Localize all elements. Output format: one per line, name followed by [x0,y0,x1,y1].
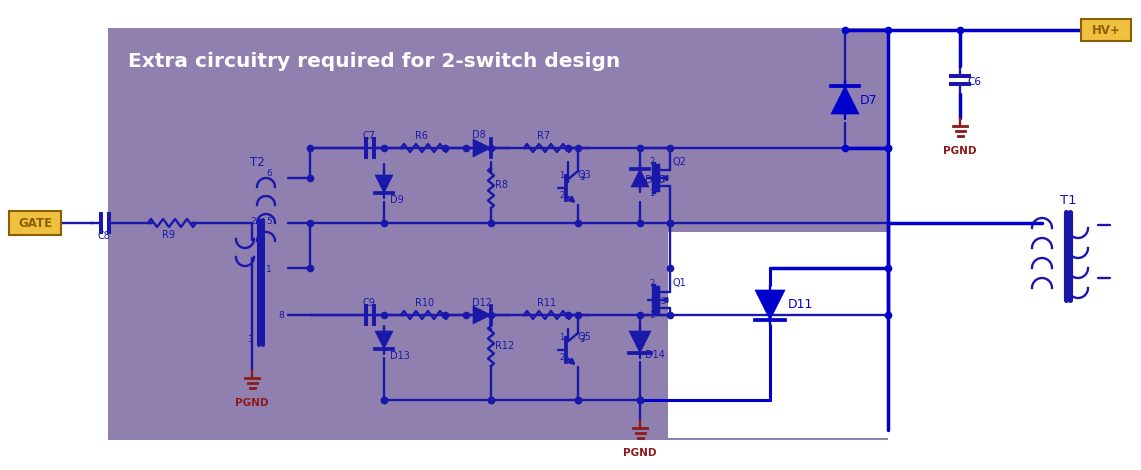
Text: 3: 3 [578,336,584,345]
FancyBboxPatch shape [9,211,60,235]
Text: 1: 1 [559,171,565,180]
Text: R7: R7 [537,131,550,141]
Text: R6: R6 [415,131,428,141]
Text: 2: 2 [649,157,654,165]
Text: 1: 1 [649,311,654,320]
Text: T2: T2 [250,156,265,169]
Bar [108,28,888,440]
Text: D12: D12 [472,298,492,308]
Text: 3: 3 [659,298,665,306]
Polygon shape [631,169,649,187]
Text: C7: C7 [362,131,375,141]
Text: 3: 3 [578,173,584,182]
Text: D13: D13 [390,351,410,361]
Text: C6: C6 [968,77,981,87]
Bar [667,232,888,438]
Text: Extra circuitry required for 2-switch design: Extra circuitry required for 2-switch de… [128,52,621,71]
Text: 2: 2 [250,217,256,226]
Text: PGND: PGND [235,398,269,408]
Polygon shape [375,175,393,193]
Text: 2: 2 [649,280,654,289]
Polygon shape [474,306,491,324]
Text: R11: R11 [537,298,556,308]
Text: HV+: HV+ [1092,24,1120,37]
Text: GATE: GATE [18,217,52,229]
Text: Q1: Q1 [672,278,686,288]
Text: PGND: PGND [623,448,657,458]
Text: D9: D9 [390,195,404,205]
Text: 1: 1 [266,265,272,274]
Text: D11: D11 [788,298,814,312]
Text: 1: 1 [649,188,654,197]
Text: 2: 2 [559,352,565,361]
Text: 5: 5 [266,217,272,226]
Text: D7: D7 [860,94,877,107]
Polygon shape [755,290,785,320]
Text: D8: D8 [472,130,486,140]
Text: PGND: PGND [944,146,977,156]
Text: 3: 3 [246,336,253,345]
Polygon shape [474,139,491,157]
FancyBboxPatch shape [1081,19,1131,41]
Text: 1: 1 [559,332,565,342]
Text: R10: R10 [415,298,434,308]
Text: Q3: Q3 [577,170,591,180]
Text: Q5: Q5 [577,332,591,342]
Polygon shape [831,86,859,114]
Text: T1: T1 [1060,194,1077,206]
Text: Q2: Q2 [672,157,686,167]
Text: D10: D10 [645,175,665,185]
Text: 6: 6 [266,169,272,178]
Polygon shape [375,331,393,349]
Text: R8: R8 [495,180,508,190]
Text: 3: 3 [659,175,665,185]
Text: D14: D14 [645,350,665,360]
Polygon shape [629,331,652,353]
Text: C8: C8 [97,231,110,241]
Text: R9: R9 [162,230,175,240]
Text: R12: R12 [495,341,515,351]
Text: 2: 2 [559,190,565,199]
Text: 8: 8 [278,311,284,320]
Text: C9: C9 [362,298,375,308]
